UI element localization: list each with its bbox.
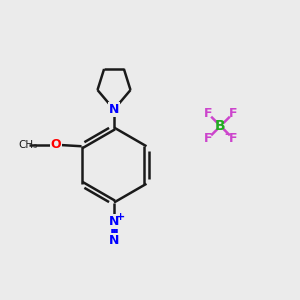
Text: F: F (204, 132, 212, 145)
Text: CH₃: CH₃ (18, 140, 37, 150)
Text: N: N (109, 103, 119, 116)
Text: O: O (51, 138, 61, 151)
Text: F: F (204, 107, 212, 120)
Text: N: N (109, 214, 119, 228)
Text: F: F (229, 107, 237, 120)
Text: B: B (215, 119, 226, 133)
Text: -: - (224, 128, 230, 141)
Text: N: N (109, 233, 119, 247)
Text: F: F (229, 132, 237, 145)
Text: +: + (116, 212, 125, 222)
